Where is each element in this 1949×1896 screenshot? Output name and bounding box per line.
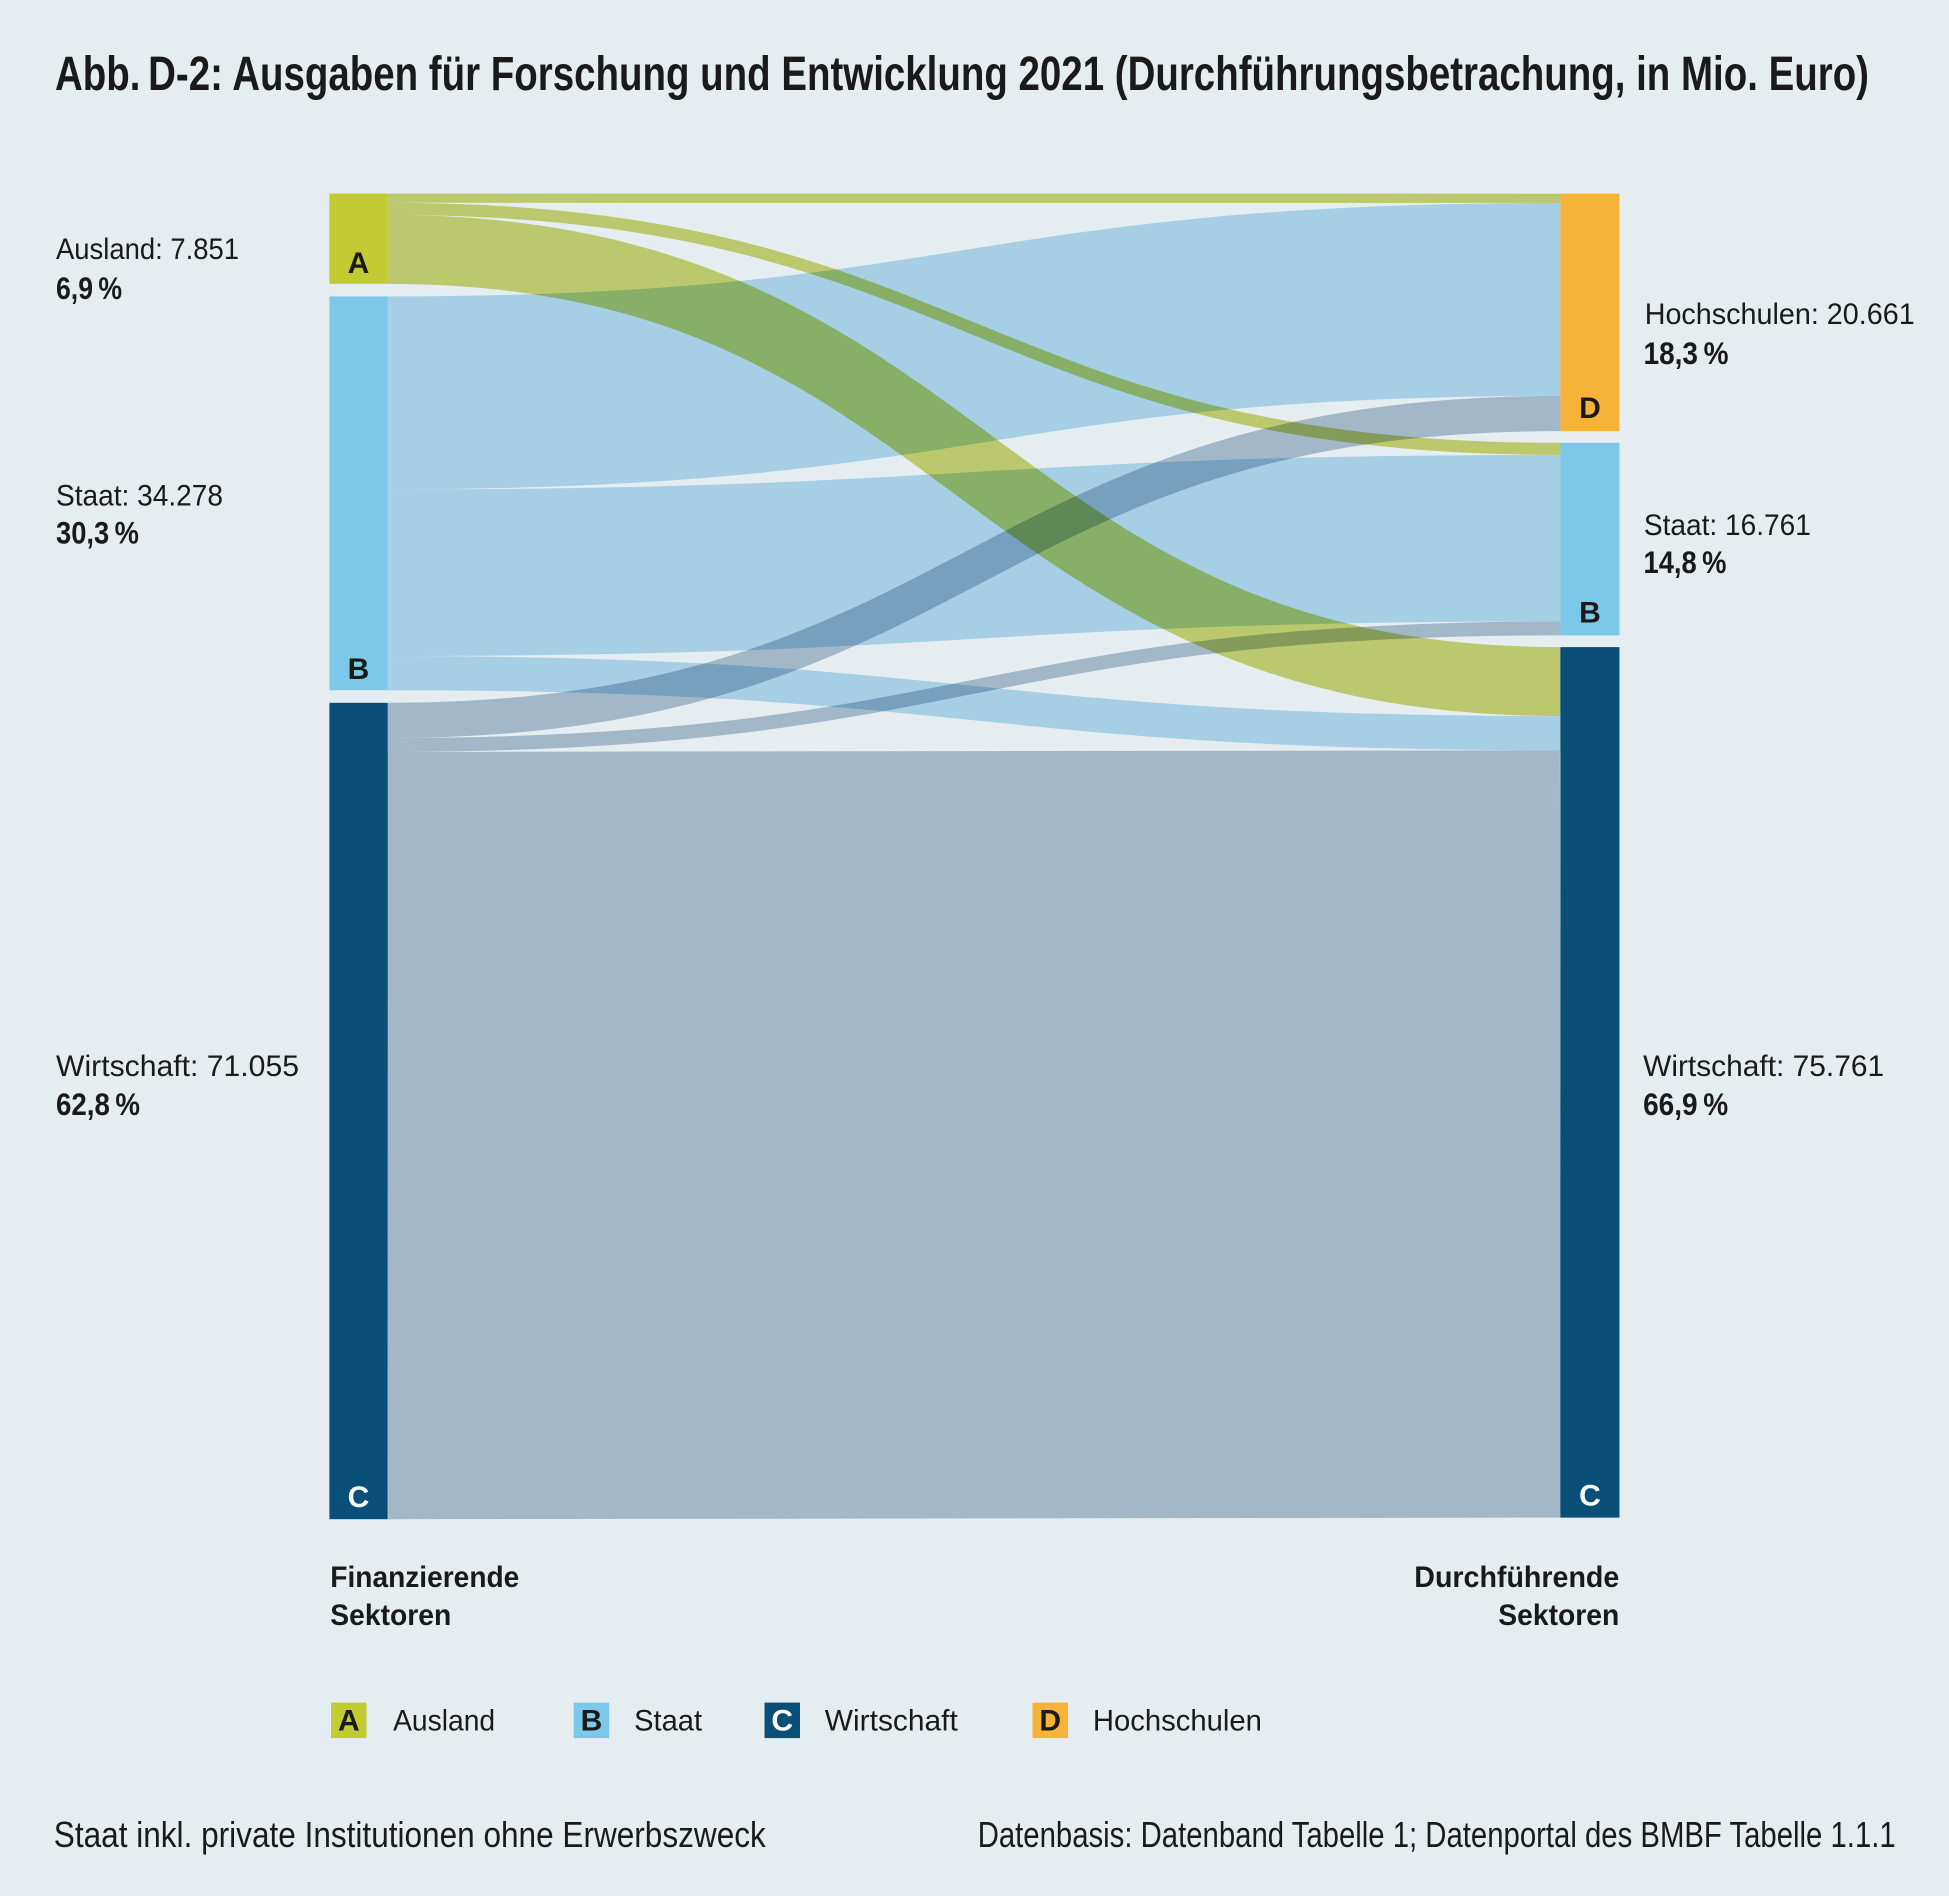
svg-text:Sektoren: Sektoren [1498,1599,1619,1632]
svg-text:D: D [1039,1705,1061,1738]
svg-text:Datenbasis: Datenband Tabelle: Datenbasis: Datenband Tabelle 1; Datenpo… [978,1814,1896,1855]
svg-text:Hochschulen: 20.661: Hochschulen: 20.661 [1645,298,1915,331]
svg-text:A: A [338,1705,360,1738]
svg-text:30,3 %: 30,3 % [56,514,139,550]
svg-text:C: C [1579,1480,1601,1513]
svg-text:Staat: 16.761: Staat: 16.761 [1644,509,1811,542]
svg-text:Finanzierende: Finanzierende [330,1561,519,1594]
svg-text:Staat: Staat [634,1705,703,1738]
svg-text:Hochschulen: Hochschulen [1093,1705,1262,1738]
svg-text:14,8 %: 14,8 % [1644,544,1727,580]
svg-text:Abb. D-2: Ausgaben für Forschu: Abb. D-2: Ausgaben für Forschung und Ent… [55,48,1869,101]
svg-text:A: A [348,247,370,280]
svg-text:Staat: 34.278: Staat: 34.278 [56,479,223,512]
svg-text:B: B [1579,597,1601,630]
svg-text:Sektoren: Sektoren [330,1599,451,1632]
svg-text:Ausland: Ausland [393,1705,495,1738]
svg-text:D: D [1579,392,1601,425]
svg-text:Staat inkl. private Institutio: Staat inkl. private Institutionen ohne E… [54,1814,767,1855]
svg-text:C: C [348,1481,370,1514]
svg-text:B: B [348,653,370,686]
svg-text:6,9 %: 6,9 % [56,270,122,306]
svg-text:B: B [581,1705,603,1738]
svg-text:C: C [771,1705,793,1738]
svg-text:Wirtschaft: Wirtschaft [825,1705,959,1738]
svg-text:Wirtschaft: 71.055: Wirtschaft: 71.055 [56,1050,299,1083]
svg-text:18,3 %: 18,3 % [1644,335,1729,371]
svg-text:66,9 %: 66,9 % [1643,1086,1728,1122]
svg-text:Wirtschaft: 75.761: Wirtschaft: 75.761 [1643,1050,1884,1083]
svg-text:Durchführende: Durchführende [1414,1561,1619,1594]
svg-text:62,8 %: 62,8 % [56,1086,140,1122]
svg-text:Ausland: 7.851: Ausland: 7.851 [56,233,239,266]
